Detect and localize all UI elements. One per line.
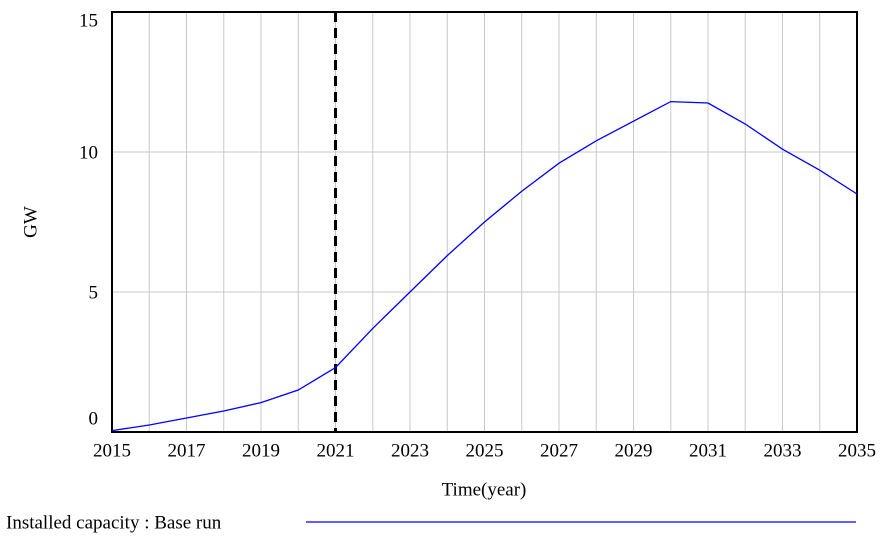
legend-label: Installed capacity : Base run (6, 512, 222, 533)
x-tick-label: 2033 (764, 440, 802, 461)
y-tick-label: 0 (89, 408, 99, 429)
y-tick-label: 15 (79, 10, 98, 31)
data-line (111, 100, 858, 432)
x-tick-label: 2017 (168, 440, 206, 461)
x-tick-label: 2025 (466, 440, 504, 461)
y-axis-label: GW (20, 206, 41, 238)
x-tick-label: 2035 (838, 440, 876, 461)
x-tick-label: 2029 (615, 440, 653, 461)
x-tick-label: 2015 (93, 440, 131, 461)
x-tick-label: 2021 (317, 440, 355, 461)
plot-frame (111, 11, 858, 433)
x-tick-label: 2019 (242, 440, 280, 461)
x-tick-label: 2023 (391, 440, 429, 461)
y-tick-label: 10 (79, 142, 98, 163)
y-tick-label: 5 (89, 282, 99, 303)
x-tick-label: 2031 (689, 440, 727, 461)
x-tick-label: 2027 (540, 440, 578, 461)
x-axis-label: Time(year) (442, 479, 527, 500)
